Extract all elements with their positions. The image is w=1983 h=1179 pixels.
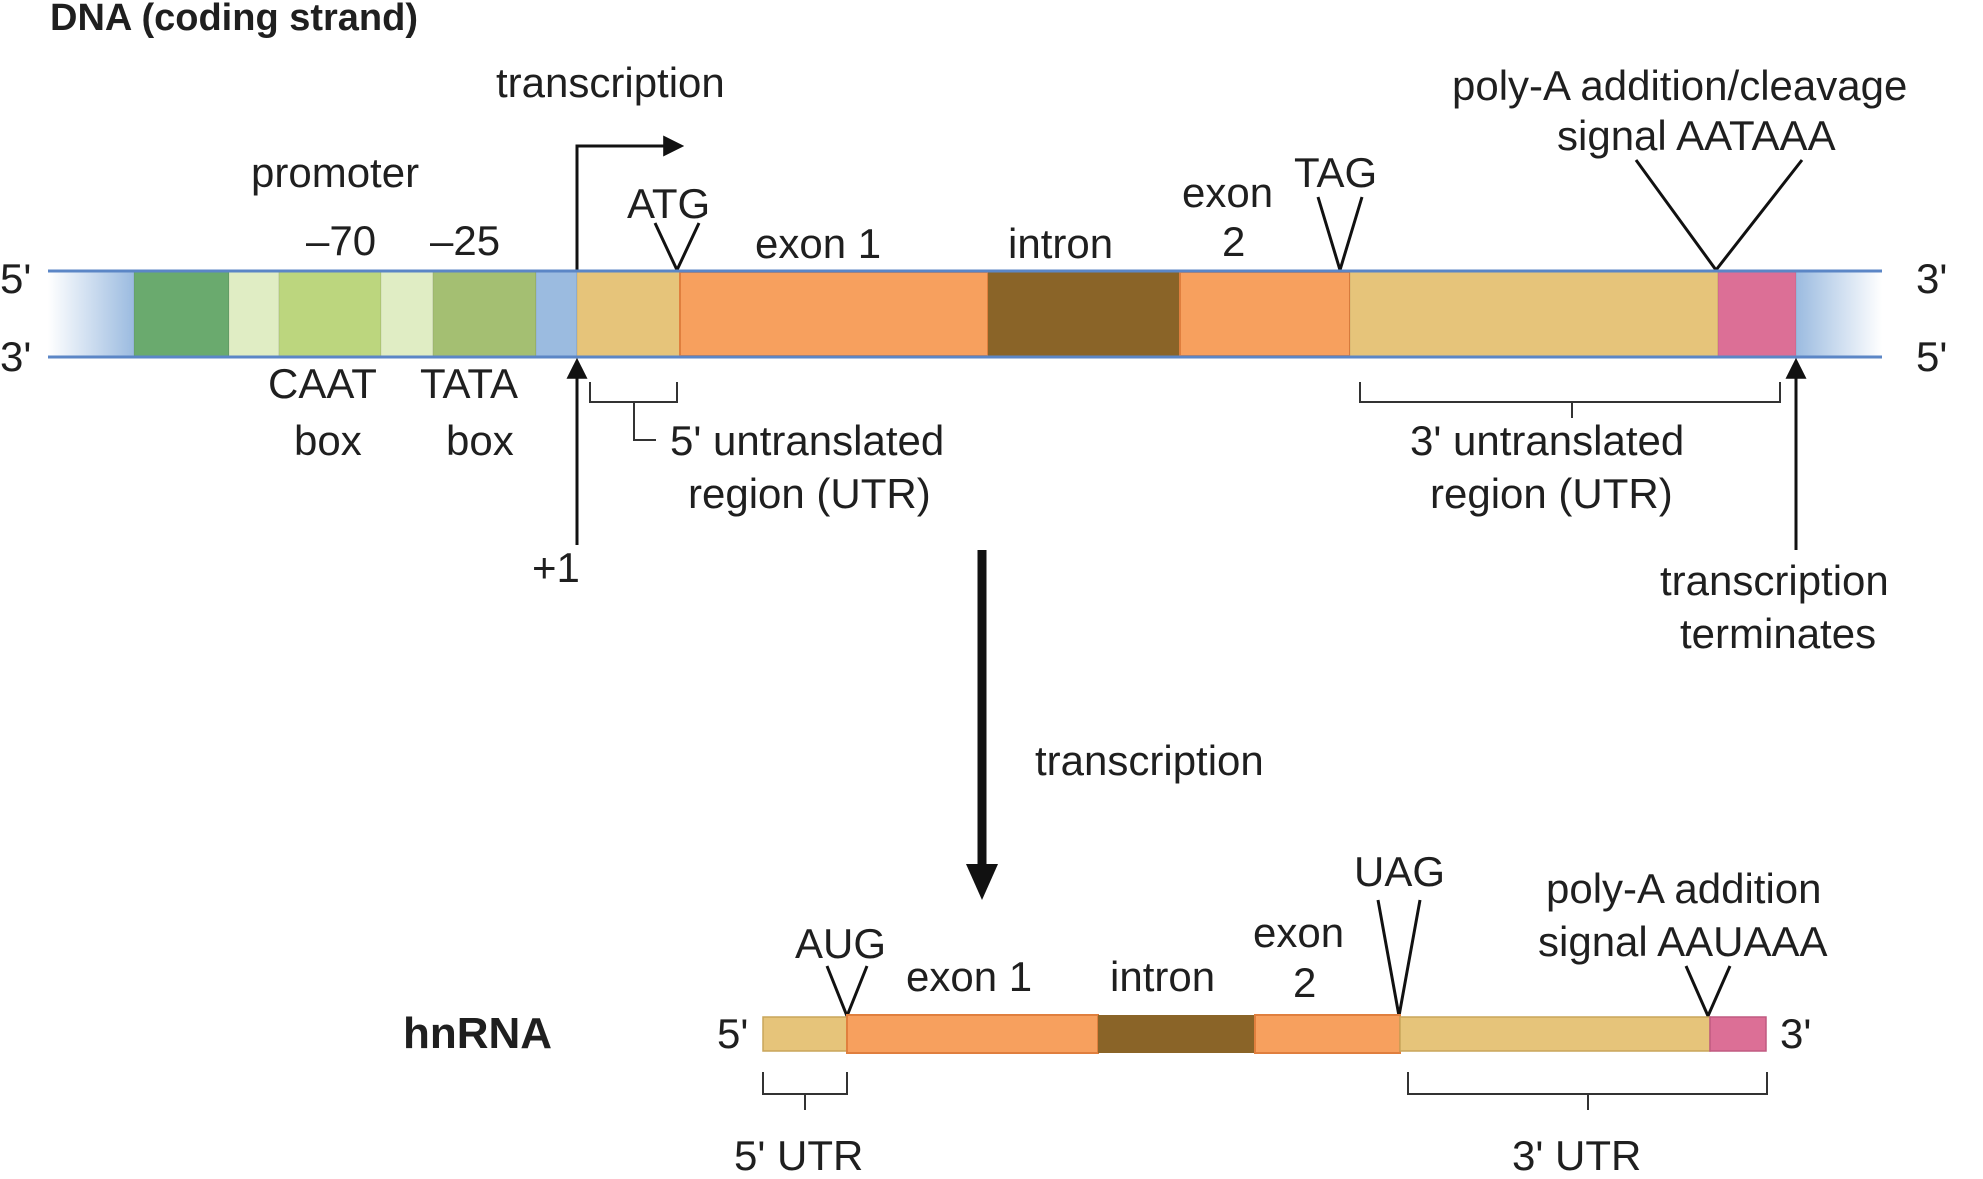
exon2-segment: [1179, 271, 1351, 357]
exon1-segment: [679, 271, 989, 357]
dna-exon2-label-line1: exon: [1182, 169, 1273, 216]
atg-label: ATG: [627, 180, 710, 227]
dna-bar: [48, 269, 1882, 359]
utr5-bracket: [589, 382, 678, 403]
hnrna-utr3-label: 3' UTR: [1512, 1132, 1641, 1179]
dna-3prime-top: 3': [1916, 255, 1947, 302]
transcription-down-arrow-head: [966, 864, 998, 900]
tata-box-segment: [432, 271, 537, 357]
tag-pointer: [1316, 196, 1364, 276]
utr3-segment: [1349, 271, 1719, 357]
intron-segment: [988, 272, 1180, 356]
hnrna-utr3-bracket: [1407, 1072, 1768, 1095]
utr5-label-line1: 5' untranslated: [670, 417, 944, 464]
aug-label: AUG: [795, 920, 886, 967]
minus70-label: –70: [306, 217, 376, 264]
tata-label-line1: TATA: [420, 360, 518, 407]
dna-exon1-label: exon 1: [755, 220, 881, 267]
promoter-spacer-segment-2: [380, 271, 434, 357]
plus1-label: +1: [532, 544, 580, 591]
polya-signal-label-line1: poly-A addition/cleavage: [1452, 62, 1907, 109]
dna-exon2-label-line2: 2: [1222, 218, 1245, 265]
hnrna-title: hnRNA: [403, 1009, 552, 1058]
utr3-label-line2: region (UTR): [1430, 470, 1673, 517]
termination-label-line2: terminates: [1680, 610, 1876, 657]
dna-title: DNA (coding strand): [50, 0, 418, 39]
uag-label: UAG: [1354, 848, 1445, 895]
aug-pointer: [825, 965, 869, 1021]
polya-signal-label-line2: signal AATAAA: [1557, 112, 1836, 159]
hnrna-polya-label-line1: poly-A addition: [1546, 865, 1822, 912]
pre-start-segment: [535, 271, 578, 357]
hnrna-exon2-label-line2: 2: [1293, 959, 1316, 1006]
middle-transcription-label: transcription: [1035, 737, 1264, 784]
hnrna-exon1-label: exon 1: [906, 953, 1032, 1000]
hnrna-5prime: 5': [717, 1010, 748, 1057]
dna-5prime-bottom: 5': [1916, 333, 1947, 380]
transcription-start-arrow: [575, 135, 685, 272]
utr5-segment: [576, 271, 681, 357]
utr5-label-line2: region (UTR): [688, 470, 931, 517]
atg-pointer: [653, 222, 701, 274]
caat-label-line2: box: [294, 417, 362, 464]
utr3-bracket: [1359, 382, 1781, 403]
hnrna-polya-pointer: [1684, 965, 1732, 1020]
hnrna-intron-segment: [1098, 1015, 1255, 1053]
hnrna-exon2-segment: [1254, 1014, 1401, 1054]
caat-label-line1: CAAT: [268, 360, 377, 407]
promoter-upstream-segment: [133, 271, 230, 357]
tag-label: TAG: [1294, 149, 1377, 196]
caat-box-segment: [278, 271, 382, 357]
utr5-bracket-leader: [633, 402, 656, 441]
promoter-label: promoter: [251, 149, 419, 196]
hnrna-polya-label-line2: signal AAUAAA: [1538, 918, 1828, 965]
hnrna-utr5-bracket: [762, 1072, 848, 1095]
dna-intron-label: intron: [1008, 220, 1113, 267]
hnrna-exon2-label-line1: exon: [1253, 909, 1344, 956]
dna-transcription-label: transcription: [496, 59, 725, 106]
hnrna-utr5-label: 5' UTR: [734, 1132, 863, 1179]
minus25-label: –25: [430, 217, 500, 264]
dna-left-fade: [48, 270, 134, 358]
hnrna-exon1-segment: [846, 1014, 1099, 1054]
hnrna-intron-label: intron: [1110, 953, 1215, 1000]
hnrna-polya-segment: [1709, 1016, 1767, 1052]
dna-3prime-bottom: 3': [0, 333, 31, 380]
hnrna-utr5-segment: [762, 1016, 848, 1052]
uag-pointer: [1376, 899, 1422, 1017]
promoter-spacer-segment: [228, 271, 280, 357]
termination-label-line1: transcription: [1660, 557, 1889, 604]
dna-5prime-top: 5': [0, 255, 31, 302]
hnrna-bar: [762, 1014, 1767, 1054]
polya-pointer: [1634, 159, 1804, 273]
dna-right-fade: [1796, 270, 1882, 358]
utr3-label-line1: 3' untranslated: [1410, 417, 1684, 464]
tata-label-line2: box: [446, 417, 514, 464]
polya-segment: [1717, 271, 1797, 357]
hnrna-3prime: 3': [1780, 1010, 1811, 1057]
hnrna-utr3-segment: [1399, 1016, 1711, 1052]
